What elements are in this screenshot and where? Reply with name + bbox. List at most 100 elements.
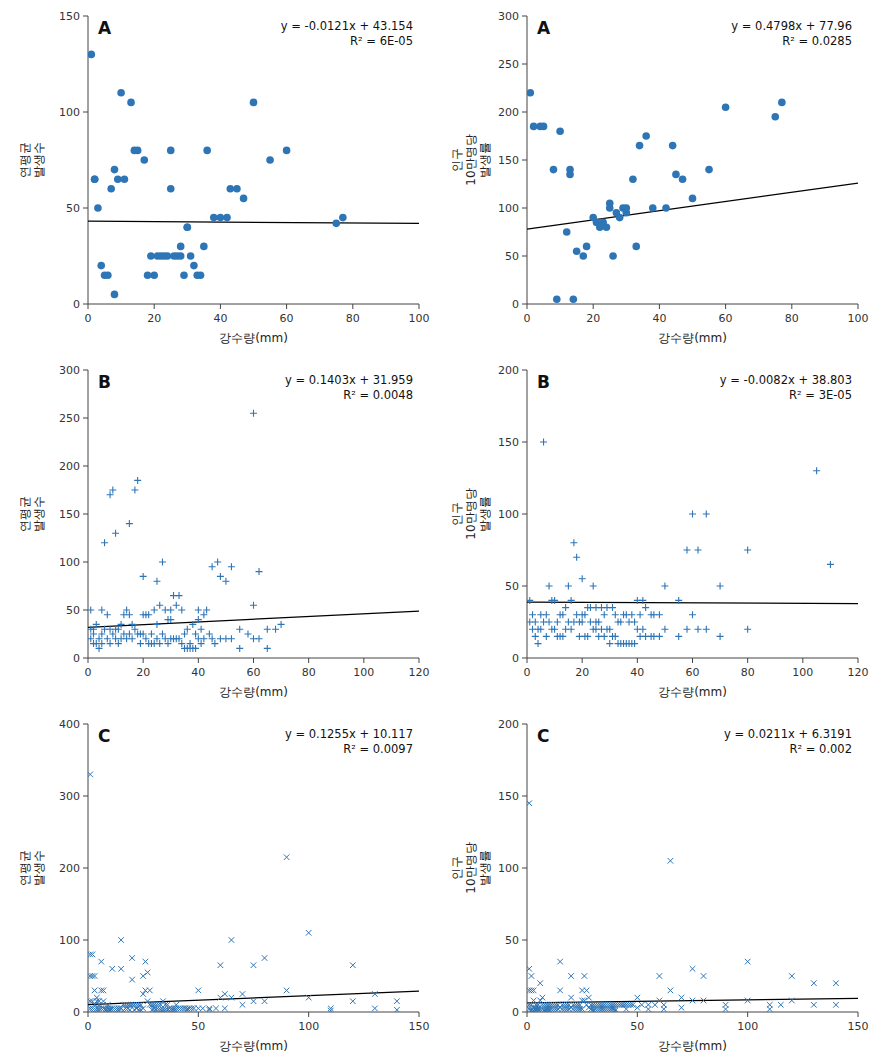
x-tick-label: 100 bbox=[848, 312, 869, 325]
scatter-point bbox=[570, 539, 577, 546]
scatter-point bbox=[789, 998, 795, 1004]
x-tick bbox=[143, 658, 144, 663]
y-tick-label: 300 bbox=[59, 790, 80, 803]
x-axis-label: 강수량(mm) bbox=[658, 1039, 727, 1053]
scatter-point bbox=[92, 973, 98, 979]
scatter-point bbox=[112, 530, 119, 537]
y-tick-label: 50 bbox=[66, 202, 80, 215]
x-tick bbox=[419, 1012, 420, 1017]
scatter-point bbox=[612, 1008, 618, 1012]
scatter-point bbox=[159, 559, 166, 566]
scatter-point bbox=[104, 271, 112, 279]
scatter-point bbox=[568, 597, 575, 604]
x-tick bbox=[527, 658, 528, 663]
y-tick bbox=[83, 658, 88, 659]
y-tick-label: 200 bbox=[59, 460, 80, 473]
scatter-point bbox=[192, 645, 199, 652]
scatter-point bbox=[833, 1002, 839, 1008]
annotation: R² = 3E-05 bbox=[789, 388, 852, 402]
annotation: y = 0.0211x + 6.3191 bbox=[724, 727, 852, 741]
scatter-point bbox=[672, 171, 680, 179]
scatter-point bbox=[164, 252, 172, 260]
x-tick-label: 20 bbox=[136, 666, 150, 679]
y-axis-label: 인구10만명당발생률 bbox=[450, 842, 492, 893]
y-axis-label: 연평균발생수 bbox=[18, 850, 46, 886]
scatter-point bbox=[91, 175, 99, 183]
x-axis-label: 강수량(mm) bbox=[658, 685, 727, 699]
x-tick-label: 100 bbox=[737, 1020, 758, 1033]
scatter-point bbox=[679, 175, 687, 183]
scatter-point bbox=[107, 640, 114, 647]
x-tick bbox=[747, 1012, 748, 1017]
scatter-point bbox=[339, 214, 347, 222]
x-tick bbox=[858, 304, 859, 309]
scatter-point bbox=[88, 607, 94, 614]
y-tick bbox=[522, 160, 527, 161]
scatter-point bbox=[744, 626, 751, 633]
y-tick bbox=[522, 64, 527, 65]
x-tick bbox=[637, 1012, 638, 1017]
y-tick-label: 400 bbox=[59, 718, 80, 731]
scatter-point bbox=[703, 626, 710, 633]
scatter-point bbox=[623, 209, 631, 217]
scatter-point bbox=[631, 640, 638, 647]
scatter-point bbox=[306, 930, 312, 936]
scatter-point bbox=[540, 995, 546, 1001]
scatter-point bbox=[137, 640, 144, 647]
scatter-point bbox=[134, 477, 141, 484]
scatter-point bbox=[118, 937, 124, 943]
y-tick-label: 200 bbox=[498, 364, 519, 377]
annotation: R² = 0.0285 bbox=[782, 34, 852, 48]
scatter-point bbox=[250, 410, 257, 417]
scatter-point bbox=[153, 578, 160, 585]
scatter-point bbox=[590, 583, 597, 590]
scatter-point bbox=[717, 633, 724, 640]
panel-label: A bbox=[98, 18, 112, 38]
scatter-point bbox=[656, 611, 663, 618]
x-tick-label: 60 bbox=[686, 666, 700, 679]
scatter-point bbox=[167, 185, 175, 193]
scatter-point bbox=[264, 645, 271, 652]
scatter-point bbox=[101, 539, 108, 546]
scatter-point bbox=[240, 991, 246, 997]
x-tick-label: 150 bbox=[848, 1020, 869, 1033]
scatter-point bbox=[111, 166, 119, 174]
y-tick bbox=[83, 418, 88, 419]
scatter-point bbox=[601, 633, 608, 640]
scatter-point bbox=[833, 980, 839, 986]
trend-line bbox=[527, 998, 858, 1003]
x-tick-label: 40 bbox=[213, 312, 227, 325]
scatter-point bbox=[394, 998, 400, 1004]
scatter-point bbox=[111, 291, 119, 299]
scatter-point bbox=[527, 800, 532, 806]
scatter-point bbox=[140, 1006, 146, 1012]
scatter-point bbox=[207, 1007, 213, 1012]
scatter-point bbox=[184, 626, 191, 633]
scatter-point bbox=[217, 573, 224, 580]
x-tick bbox=[419, 658, 420, 663]
scatter-point bbox=[90, 631, 97, 638]
scatter-point bbox=[689, 511, 696, 518]
scatter-point bbox=[140, 973, 146, 979]
plot-area bbox=[527, 89, 858, 303]
scatter-point bbox=[264, 626, 271, 633]
panel-label: B bbox=[537, 372, 550, 392]
scatter-point bbox=[529, 973, 535, 979]
scatter-point bbox=[537, 626, 544, 633]
scatter-point bbox=[200, 1006, 206, 1012]
scatter-point bbox=[778, 99, 786, 107]
y-tick-label: 100 bbox=[59, 556, 80, 569]
scatter-point bbox=[127, 99, 135, 107]
x-axis-label: 강수량(mm) bbox=[219, 685, 288, 699]
y-tick bbox=[83, 112, 88, 113]
y-tick bbox=[522, 256, 527, 257]
scatter-point bbox=[167, 147, 175, 155]
panel: 020406080100050100150강수량(mm)연평균발생수Ay = -… bbox=[18, 10, 430, 345]
scatter-point bbox=[668, 988, 674, 994]
scatter-point bbox=[579, 619, 586, 626]
x-tick bbox=[220, 304, 221, 309]
scatter-point bbox=[771, 113, 779, 121]
scatter-point bbox=[675, 633, 682, 640]
scatter-point bbox=[690, 966, 696, 972]
y-tick-label: 0 bbox=[73, 652, 80, 665]
